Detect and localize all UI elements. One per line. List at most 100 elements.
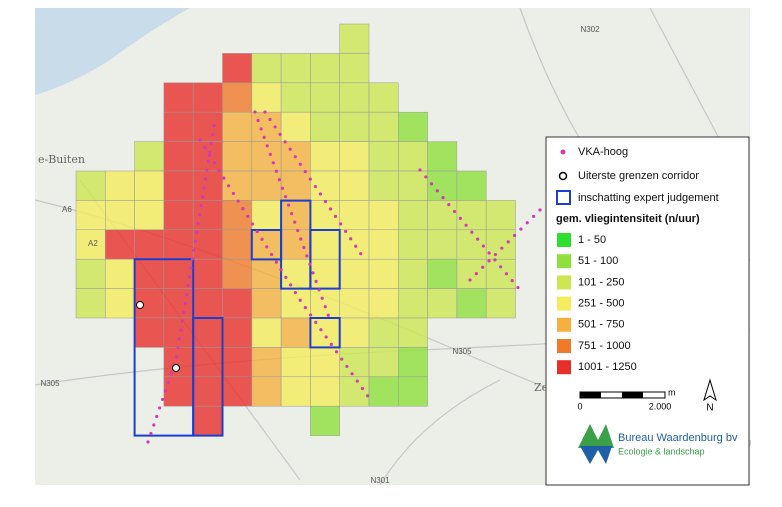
road-label: N305 — [452, 347, 472, 356]
grid-cell — [280, 376, 311, 407]
grid-cell — [485, 229, 516, 260]
legend-square — [556, 190, 571, 205]
legend-class-label: 101 - 250 — [578, 276, 624, 288]
grid-cell — [310, 53, 340, 84]
grid-cell — [339, 111, 370, 142]
grid-cell — [339, 288, 370, 319]
legend-label: inschatting expert judgement — [578, 192, 719, 204]
grid-cell — [222, 170, 253, 201]
road-label: A6 — [62, 205, 72, 214]
legend-class-label: 1001 - 1250 — [578, 361, 637, 373]
grid-cell — [163, 200, 194, 231]
grid-cell — [163, 347, 194, 378]
grid-cell — [251, 170, 282, 201]
grid-cell — [192, 376, 223, 407]
road-label: N302 — [580, 25, 600, 34]
grid-cell — [222, 141, 253, 172]
grid-cell — [368, 111, 399, 142]
road-label: A2 — [88, 239, 98, 248]
corridor-point — [172, 364, 180, 372]
grid-cell — [368, 200, 399, 231]
legend-box — [545, 136, 750, 486]
grid-cell — [339, 200, 370, 231]
grid-cell — [427, 141, 458, 172]
legend-label: VKA-hoog — [578, 146, 628, 158]
grid-cell — [163, 141, 194, 172]
legend-dot — [560, 149, 566, 155]
grid-cell — [105, 288, 135, 319]
grid-cell — [339, 53, 370, 84]
grid-cell — [134, 258, 165, 289]
grid-cell — [192, 82, 223, 113]
grid-cell — [134, 170, 165, 201]
grid-cell — [339, 376, 370, 407]
grid-cell — [222, 288, 253, 319]
corridor-point — [136, 301, 144, 309]
logo-icon — [578, 424, 614, 464]
grid-cell — [339, 229, 370, 260]
grid-cell — [251, 82, 282, 113]
legend-class-label: 251 - 500 — [578, 298, 624, 310]
legend-class-label: 51 - 100 — [578, 255, 618, 267]
grid-cell — [222, 229, 253, 260]
grid-cell — [368, 141, 399, 172]
grid-cell — [368, 229, 399, 260]
grid-cell — [192, 258, 223, 289]
grid-cell — [280, 200, 311, 231]
grid-cell — [456, 229, 487, 260]
grid-cell — [280, 53, 311, 84]
grid-cell — [222, 53, 253, 84]
grid-cell — [339, 141, 370, 172]
grid-cell — [456, 288, 487, 319]
grid-cell — [192, 141, 223, 172]
grid-cell — [427, 229, 458, 260]
legend-swatch — [557, 339, 571, 353]
grid-cell — [251, 111, 282, 142]
legend-class-label: 751 - 1000 — [578, 340, 631, 352]
grid-cell — [75, 288, 106, 319]
scale-end: 2.000 — [649, 401, 672, 411]
grid-cell — [398, 258, 428, 289]
grid-cell — [310, 405, 340, 436]
expert-cells — [133, 199, 341, 437]
grid-cell — [398, 288, 428, 319]
grid-cell — [310, 82, 340, 113]
grid-cell — [456, 170, 487, 201]
legend-swatch — [557, 360, 571, 375]
legend-swatch — [557, 275, 571, 290]
grid-cell — [75, 170, 106, 201]
grid-cell — [192, 111, 223, 142]
grid-cell — [163, 317, 194, 348]
grid-cell — [310, 111, 340, 142]
legend-circle — [558, 171, 568, 181]
legend-swatch — [557, 254, 571, 269]
grid-cell — [398, 111, 428, 142]
grid-cell — [222, 317, 253, 348]
water — [35, 8, 190, 95]
grid-cell — [339, 258, 370, 289]
grid-cell — [134, 317, 165, 348]
grid-cell — [163, 82, 194, 113]
grid-cell — [485, 200, 516, 231]
north-arrow — [703, 378, 717, 402]
grid-cell — [368, 82, 399, 113]
grid-cell — [105, 229, 135, 260]
grid-cell — [134, 229, 165, 260]
intensity-grid — [75, 23, 516, 436]
grid-cell — [339, 317, 370, 348]
grid-cell — [75, 258, 106, 289]
grid-cell — [398, 229, 428, 260]
grid-cell — [368, 317, 399, 348]
grid-cell — [251, 53, 282, 84]
grid-cell — [105, 258, 135, 289]
legend: VKA-hoog Uiterste grenzen corridor insch… — [545, 136, 750, 486]
road-label: N301 — [370, 476, 390, 485]
grid-cell — [280, 347, 311, 378]
grid-cell — [368, 258, 399, 289]
grid-cell — [485, 258, 516, 289]
legend-label: Uiterste grenzen corridor — [578, 170, 699, 182]
grid-cell — [310, 288, 340, 319]
scale-bar — [579, 391, 666, 399]
grid-cell — [398, 200, 428, 231]
